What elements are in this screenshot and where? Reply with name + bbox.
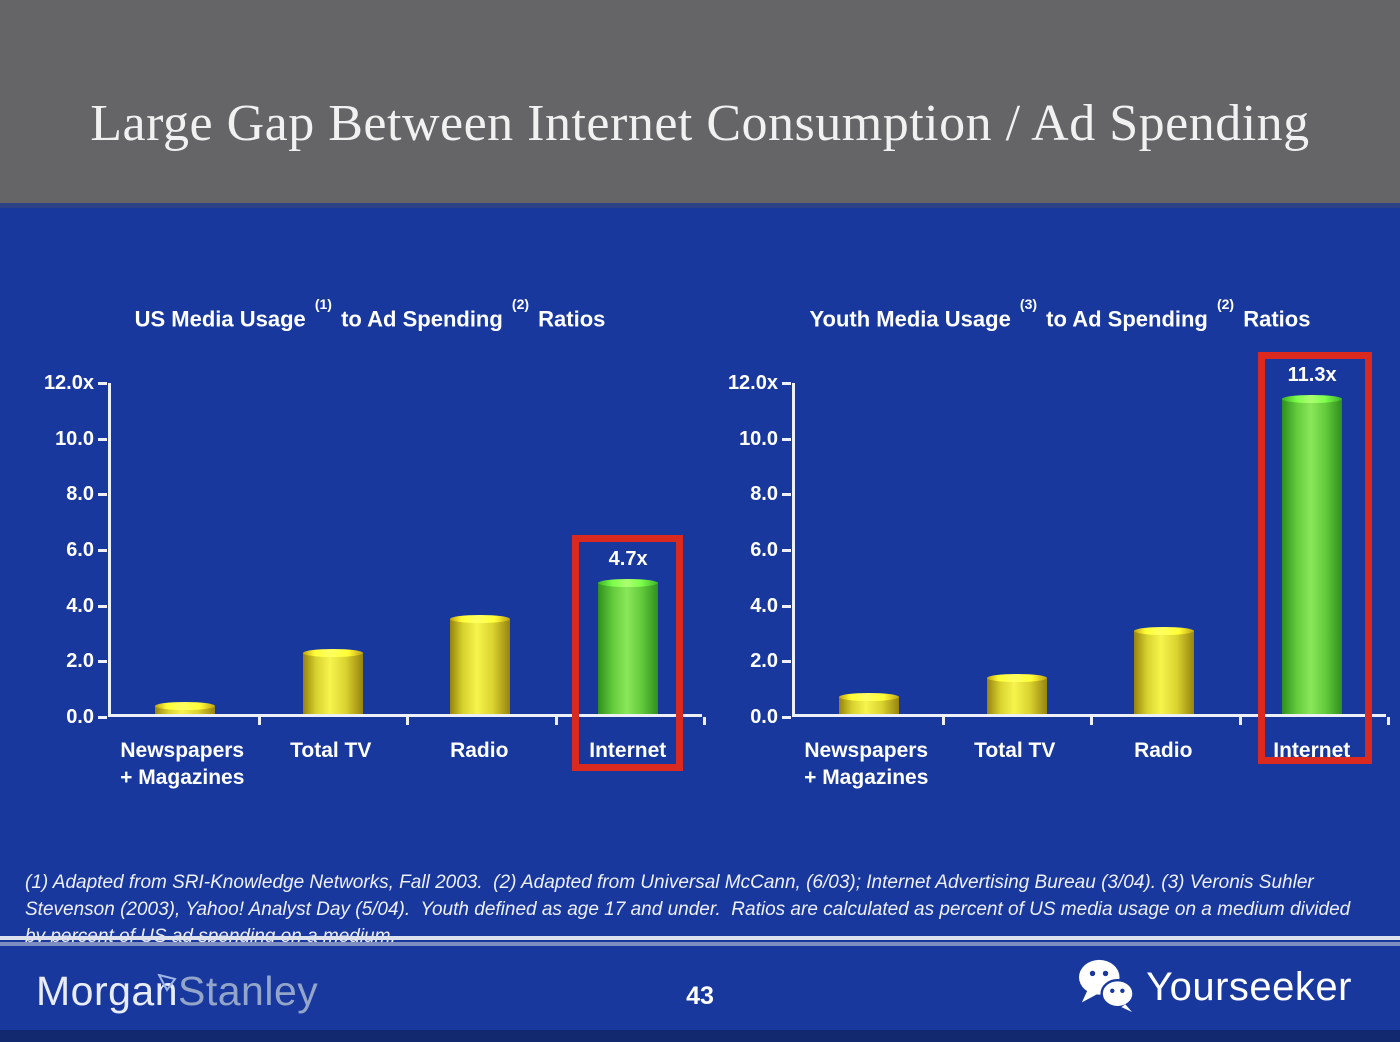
- y-axis-tick: [782, 660, 791, 664]
- chart-title-text: to Ad Spending: [1040, 306, 1214, 332]
- x-axis-labels: Newspapers + Magazines Total TV Radio Inter…: [108, 737, 702, 791]
- footnote-reference: (1): [314, 296, 332, 312]
- bar-2: [1134, 630, 1195, 714]
- category-label: Internet: [589, 739, 667, 762]
- y-axis-tick: [98, 437, 107, 441]
- chart-title-text: Ratios: [1237, 306, 1311, 332]
- watermark: Yourseeker: [1077, 958, 1352, 1016]
- bar-cell: [795, 383, 943, 714]
- y-axis-tick-label: 12.0x: [43, 372, 94, 394]
- footnote-reference: (2): [1216, 296, 1235, 312]
- y-axis-tick: [98, 549, 107, 552]
- plot-area: 12.0x 10.0 8.0 6.0 4.0 2.0 0.0 11.3x: [728, 364, 1390, 728]
- y-axis-tick: [98, 493, 107, 497]
- y-axis-tick-label: 6.0: [750, 539, 778, 561]
- bar-value-label: 11.3x: [1287, 364, 1337, 387]
- bar-cell: [259, 383, 407, 714]
- footnote: (1) Adapted from SRI-Knowledge Networks,…: [25, 872, 1351, 947]
- chart-title: US Media Usage (1) to Ad Spending (2) Ra…: [30, 296, 710, 336]
- watermark-label: Yourseeker: [1146, 964, 1352, 1009]
- chart-title: Youth Media Usage (3) to Ad Spending (2)…: [770, 296, 1350, 336]
- category-label: Total TV: [974, 739, 1056, 762]
- y-axis-tick-label: 8.0: [66, 483, 94, 506]
- x-axis-tick: [1387, 717, 1390, 725]
- y-axis-tick-label: 0.0: [750, 706, 778, 728]
- y-axis-tick: [782, 716, 791, 719]
- y-axis-tick-label: 6.0: [66, 539, 94, 561]
- y-axis-tick: [782, 493, 791, 497]
- slide-title: Large Gap Between Internet Consumption /…: [90, 95, 1310, 152]
- plot-area: 12.0x 10.0 8.0 6.0 4.0 2.0 0.0 4.7x: [44, 372, 706, 728]
- bar-chart-youth-media: Youth Media Usage (3) to Ad Spending (2)…: [720, 270, 1400, 800]
- bar-value-label: 4.7x: [608, 548, 648, 571]
- y-axis-tick: [782, 549, 791, 552]
- chart-title-text: to Ad Spending: [334, 306, 509, 332]
- highlight-box-internet-us: [572, 535, 683, 771]
- y-axis-tick-label: 2.0: [750, 650, 778, 673]
- slide-header: Large Gap Between Internet Consumption /…: [0, 0, 1400, 203]
- y-axis-tick-label: 8.0: [750, 483, 778, 506]
- y-axis-tick-label: 2.0: [66, 650, 94, 673]
- footer-divider: [0, 936, 1400, 940]
- bar-cell: [1091, 383, 1239, 714]
- bottom-strip: [0, 1030, 1400, 1042]
- footnote-reference: (3): [1019, 296, 1038, 312]
- y-axis-tick-label: 10.0: [55, 427, 94, 450]
- chart-title-text: Youth Media Usage: [809, 306, 1017, 332]
- highlight-box-internet-youth: [1258, 352, 1372, 764]
- bar-cell: [943, 383, 1091, 714]
- category-label: Newspapers + Magazines: [120, 739, 245, 789]
- bar-cells: 11.3x: [795, 364, 1386, 714]
- bar-0: [838, 697, 899, 714]
- bar-internet-highlighted: [1282, 399, 1343, 714]
- page-number: 43: [686, 982, 714, 1010]
- x-axis-tick: [1090, 717, 1093, 725]
- y-axis-tick-label: 12.0x: [727, 372, 778, 394]
- wechat-icon: [1077, 958, 1135, 1017]
- x-axis-labels: Newspapers + Magazines Total TV Radio Inter…: [792, 737, 1386, 791]
- x-axis-tick: [406, 717, 409, 725]
- morgan-stanley-logo: MorganStanley: [36, 968, 318, 1015]
- bar-internet-highlighted: [598, 583, 659, 714]
- x-axis-tick: [703, 717, 706, 725]
- bar-cell: 4.7x: [554, 383, 702, 714]
- bar-chart-us-media: US Media Usage (1) to Ad Spending (2) Ra…: [30, 270, 710, 800]
- x-axis-tick: [257, 717, 261, 725]
- bar-1: [986, 677, 1047, 714]
- category-label: Total TV: [290, 739, 372, 762]
- chart-title-text: Ratios: [532, 306, 606, 332]
- y-axis-tick: [782, 382, 791, 385]
- bar-1: [302, 652, 363, 714]
- bar-cell: 11.3x: [1238, 364, 1386, 714]
- bar-cells: 4.7x: [111, 383, 702, 714]
- y-axis-tick: [98, 382, 107, 385]
- y-axis-tick-label: 10.0: [739, 427, 778, 450]
- chart-title-text: US Media Usage: [134, 306, 312, 332]
- morgan-stanley-flag-icon: [156, 959, 178, 1006]
- category-label: Internet: [1273, 739, 1351, 762]
- y-axis-tick-label: 0.0: [66, 706, 94, 728]
- x-axis-tick: [941, 717, 945, 725]
- bar-2: [450, 619, 511, 714]
- x-axis-tick: [554, 717, 558, 725]
- brand-word-stanley: Stanley: [178, 968, 319, 1014]
- y-axis-tick: [98, 716, 107, 719]
- brand-word-morgan: Morgan: [36, 968, 179, 1014]
- y-axis-tick: [98, 604, 107, 608]
- y-axis-tick-label: 4.0: [750, 594, 778, 617]
- footnote-reference: (2): [511, 296, 530, 312]
- bar-cell: [407, 383, 555, 714]
- x-axis-tick: [1238, 717, 1242, 725]
- y-axis-tick: [782, 604, 791, 608]
- category-label: Radio: [450, 739, 509, 762]
- y-axis-tick-label: 4.0: [66, 594, 94, 617]
- y-axis-tick: [98, 660, 107, 664]
- category-label: Newspapers + Magazines: [804, 739, 929, 789]
- y-axis-tick: [782, 437, 791, 441]
- bar-cell: [111, 383, 259, 714]
- header-divider: [0, 203, 1400, 208]
- category-label: Radio: [1134, 739, 1193, 762]
- bar-0: [154, 705, 215, 714]
